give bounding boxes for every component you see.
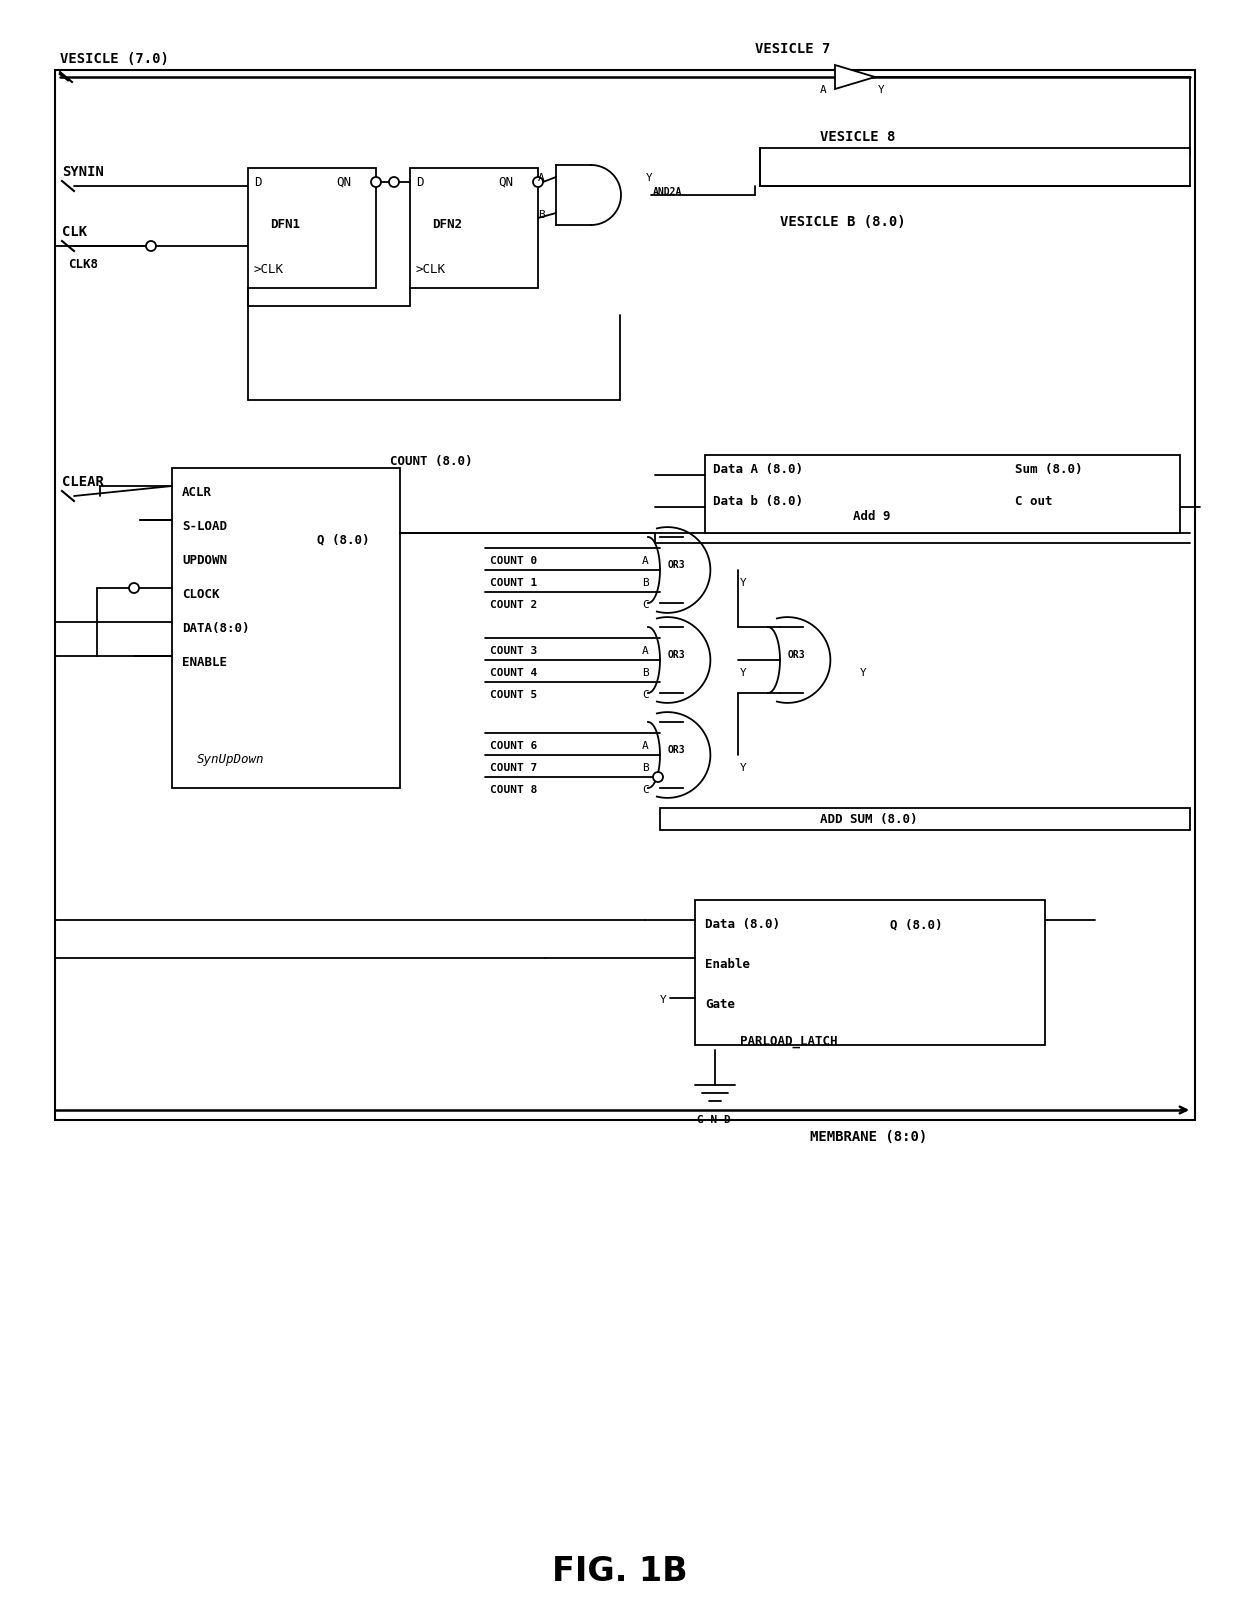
Text: B: B: [642, 668, 649, 678]
Text: Y: Y: [740, 763, 746, 774]
Text: C: C: [642, 690, 649, 700]
Text: Y: Y: [660, 995, 667, 1004]
Text: OR3: OR3: [668, 745, 686, 755]
Text: COUNT 5: COUNT 5: [490, 690, 537, 700]
Text: OR3: OR3: [787, 650, 806, 660]
Text: A: A: [538, 173, 544, 183]
Bar: [556, 165, 591, 224]
Bar: [172, 468, 401, 788]
Text: COUNT (8.0): COUNT (8.0): [391, 455, 472, 468]
Text: C: C: [642, 601, 649, 610]
Text: A: A: [642, 742, 649, 751]
Bar: [410, 168, 538, 288]
Text: CLOCK: CLOCK: [182, 588, 219, 601]
Text: Q (8.0): Q (8.0): [317, 533, 370, 546]
Bar: [649, 537, 711, 602]
Circle shape: [129, 583, 139, 593]
Text: ENABLE: ENABLE: [182, 655, 227, 670]
Bar: [248, 168, 376, 288]
Text: VESICLE (7.0): VESICLE (7.0): [60, 51, 169, 66]
Text: FIG. 1B: FIG. 1B: [552, 1556, 688, 1588]
Text: QN: QN: [498, 176, 513, 189]
Bar: [760, 147, 1190, 186]
Text: VESICLE 8: VESICLE 8: [820, 130, 895, 144]
Bar: [706, 455, 1180, 533]
Text: D: D: [415, 176, 424, 189]
Text: CLK8: CLK8: [68, 258, 98, 271]
Text: COUNT 6: COUNT 6: [490, 742, 537, 751]
Bar: [660, 807, 1190, 830]
Text: SYNIN: SYNIN: [62, 165, 104, 179]
Text: COUNT 1: COUNT 1: [490, 578, 537, 588]
Text: G N D: G N D: [697, 1115, 730, 1125]
Text: Y: Y: [740, 668, 746, 678]
Bar: [649, 626, 711, 694]
Text: Sum (8.0): Sum (8.0): [1016, 463, 1083, 476]
Text: AND2A: AND2A: [653, 187, 682, 197]
Text: COUNT 3: COUNT 3: [490, 646, 537, 655]
Text: Add 9: Add 9: [853, 509, 890, 522]
Text: Data A (8.0): Data A (8.0): [713, 463, 804, 476]
Text: C out: C out: [1016, 495, 1053, 508]
Text: UPDOWN: UPDOWN: [182, 554, 227, 567]
Text: Gate: Gate: [706, 998, 735, 1011]
Circle shape: [533, 176, 543, 187]
Text: CLEAR: CLEAR: [62, 476, 104, 489]
Polygon shape: [835, 66, 875, 90]
Bar: [649, 723, 711, 788]
Text: CLK: CLK: [62, 224, 87, 239]
Text: DFN2: DFN2: [432, 218, 463, 231]
Text: DFN1: DFN1: [270, 218, 300, 231]
Text: B: B: [538, 210, 544, 219]
Text: Y: Y: [740, 578, 746, 588]
Text: SynUpDown: SynUpDown: [197, 753, 264, 766]
Circle shape: [389, 176, 399, 187]
Text: OR3: OR3: [668, 650, 686, 660]
Circle shape: [653, 772, 663, 782]
Text: Y: Y: [878, 85, 885, 95]
Text: >CLK: >CLK: [415, 263, 446, 276]
Text: Data b (8.0): Data b (8.0): [713, 495, 804, 508]
Text: COUNT 0: COUNT 0: [490, 556, 537, 566]
Text: A: A: [642, 556, 649, 566]
Text: QN: QN: [336, 176, 351, 189]
Bar: [768, 626, 830, 694]
Text: MEMBRANE (8:0): MEMBRANE (8:0): [810, 1129, 928, 1144]
Text: A: A: [820, 85, 827, 95]
Text: ADD SUM (8.0): ADD SUM (8.0): [820, 812, 918, 827]
Text: Enable: Enable: [706, 958, 750, 971]
Text: ACLR: ACLR: [182, 485, 212, 498]
Text: Y: Y: [646, 173, 652, 183]
Text: C: C: [642, 785, 649, 795]
Text: COUNT 8: COUNT 8: [490, 785, 537, 795]
Text: B: B: [642, 763, 649, 774]
Text: Y: Y: [859, 668, 867, 678]
Text: COUNT 7: COUNT 7: [490, 763, 537, 774]
Bar: [55, 70, 1195, 1120]
Text: VESICLE B (8.0): VESICLE B (8.0): [780, 215, 905, 229]
Circle shape: [371, 176, 381, 187]
Text: Q (8.0): Q (8.0): [890, 918, 942, 931]
Text: COUNT 4: COUNT 4: [490, 668, 537, 678]
Text: OR3: OR3: [668, 561, 686, 570]
Text: >CLK: >CLK: [254, 263, 284, 276]
Text: D: D: [254, 176, 262, 189]
Text: COUNT 2: COUNT 2: [490, 601, 537, 610]
Text: Data (8.0): Data (8.0): [706, 918, 780, 931]
Circle shape: [146, 240, 156, 252]
Text: B: B: [642, 578, 649, 588]
Text: A: A: [642, 646, 649, 655]
Text: DATA(8:0): DATA(8:0): [182, 622, 249, 634]
Text: PARLOAD_LATCH: PARLOAD_LATCH: [740, 1035, 837, 1048]
Text: VESICLE 7: VESICLE 7: [755, 42, 831, 56]
Text: S-LOAD: S-LOAD: [182, 521, 227, 533]
Bar: [694, 900, 1045, 1045]
